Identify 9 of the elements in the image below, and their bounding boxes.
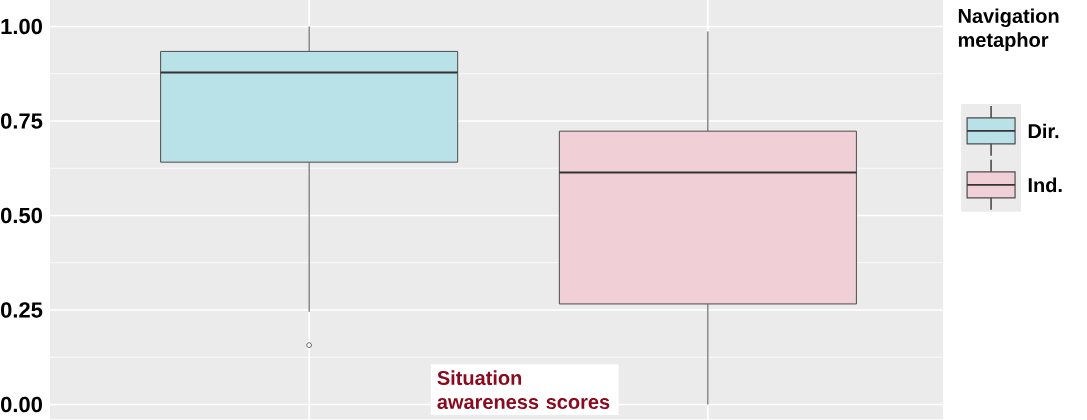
legend-label: Ind. — [1028, 177, 1062, 193]
y-tick-label: 1.00 — [1, 18, 42, 35]
y-tick-label: 0.50 — [1, 207, 42, 224]
legend-label: Dir. — [1028, 123, 1059, 139]
y-tick-label: 0.75 — [1, 113, 43, 129]
y-tick-label: 0.00 — [1, 396, 42, 413]
annotation: Situation awareness scores — [437, 370, 610, 410]
y-tick-label: 0.25 — [1, 302, 43, 318]
legend-title: Navigation metaphor — [958, 8, 1059, 52]
